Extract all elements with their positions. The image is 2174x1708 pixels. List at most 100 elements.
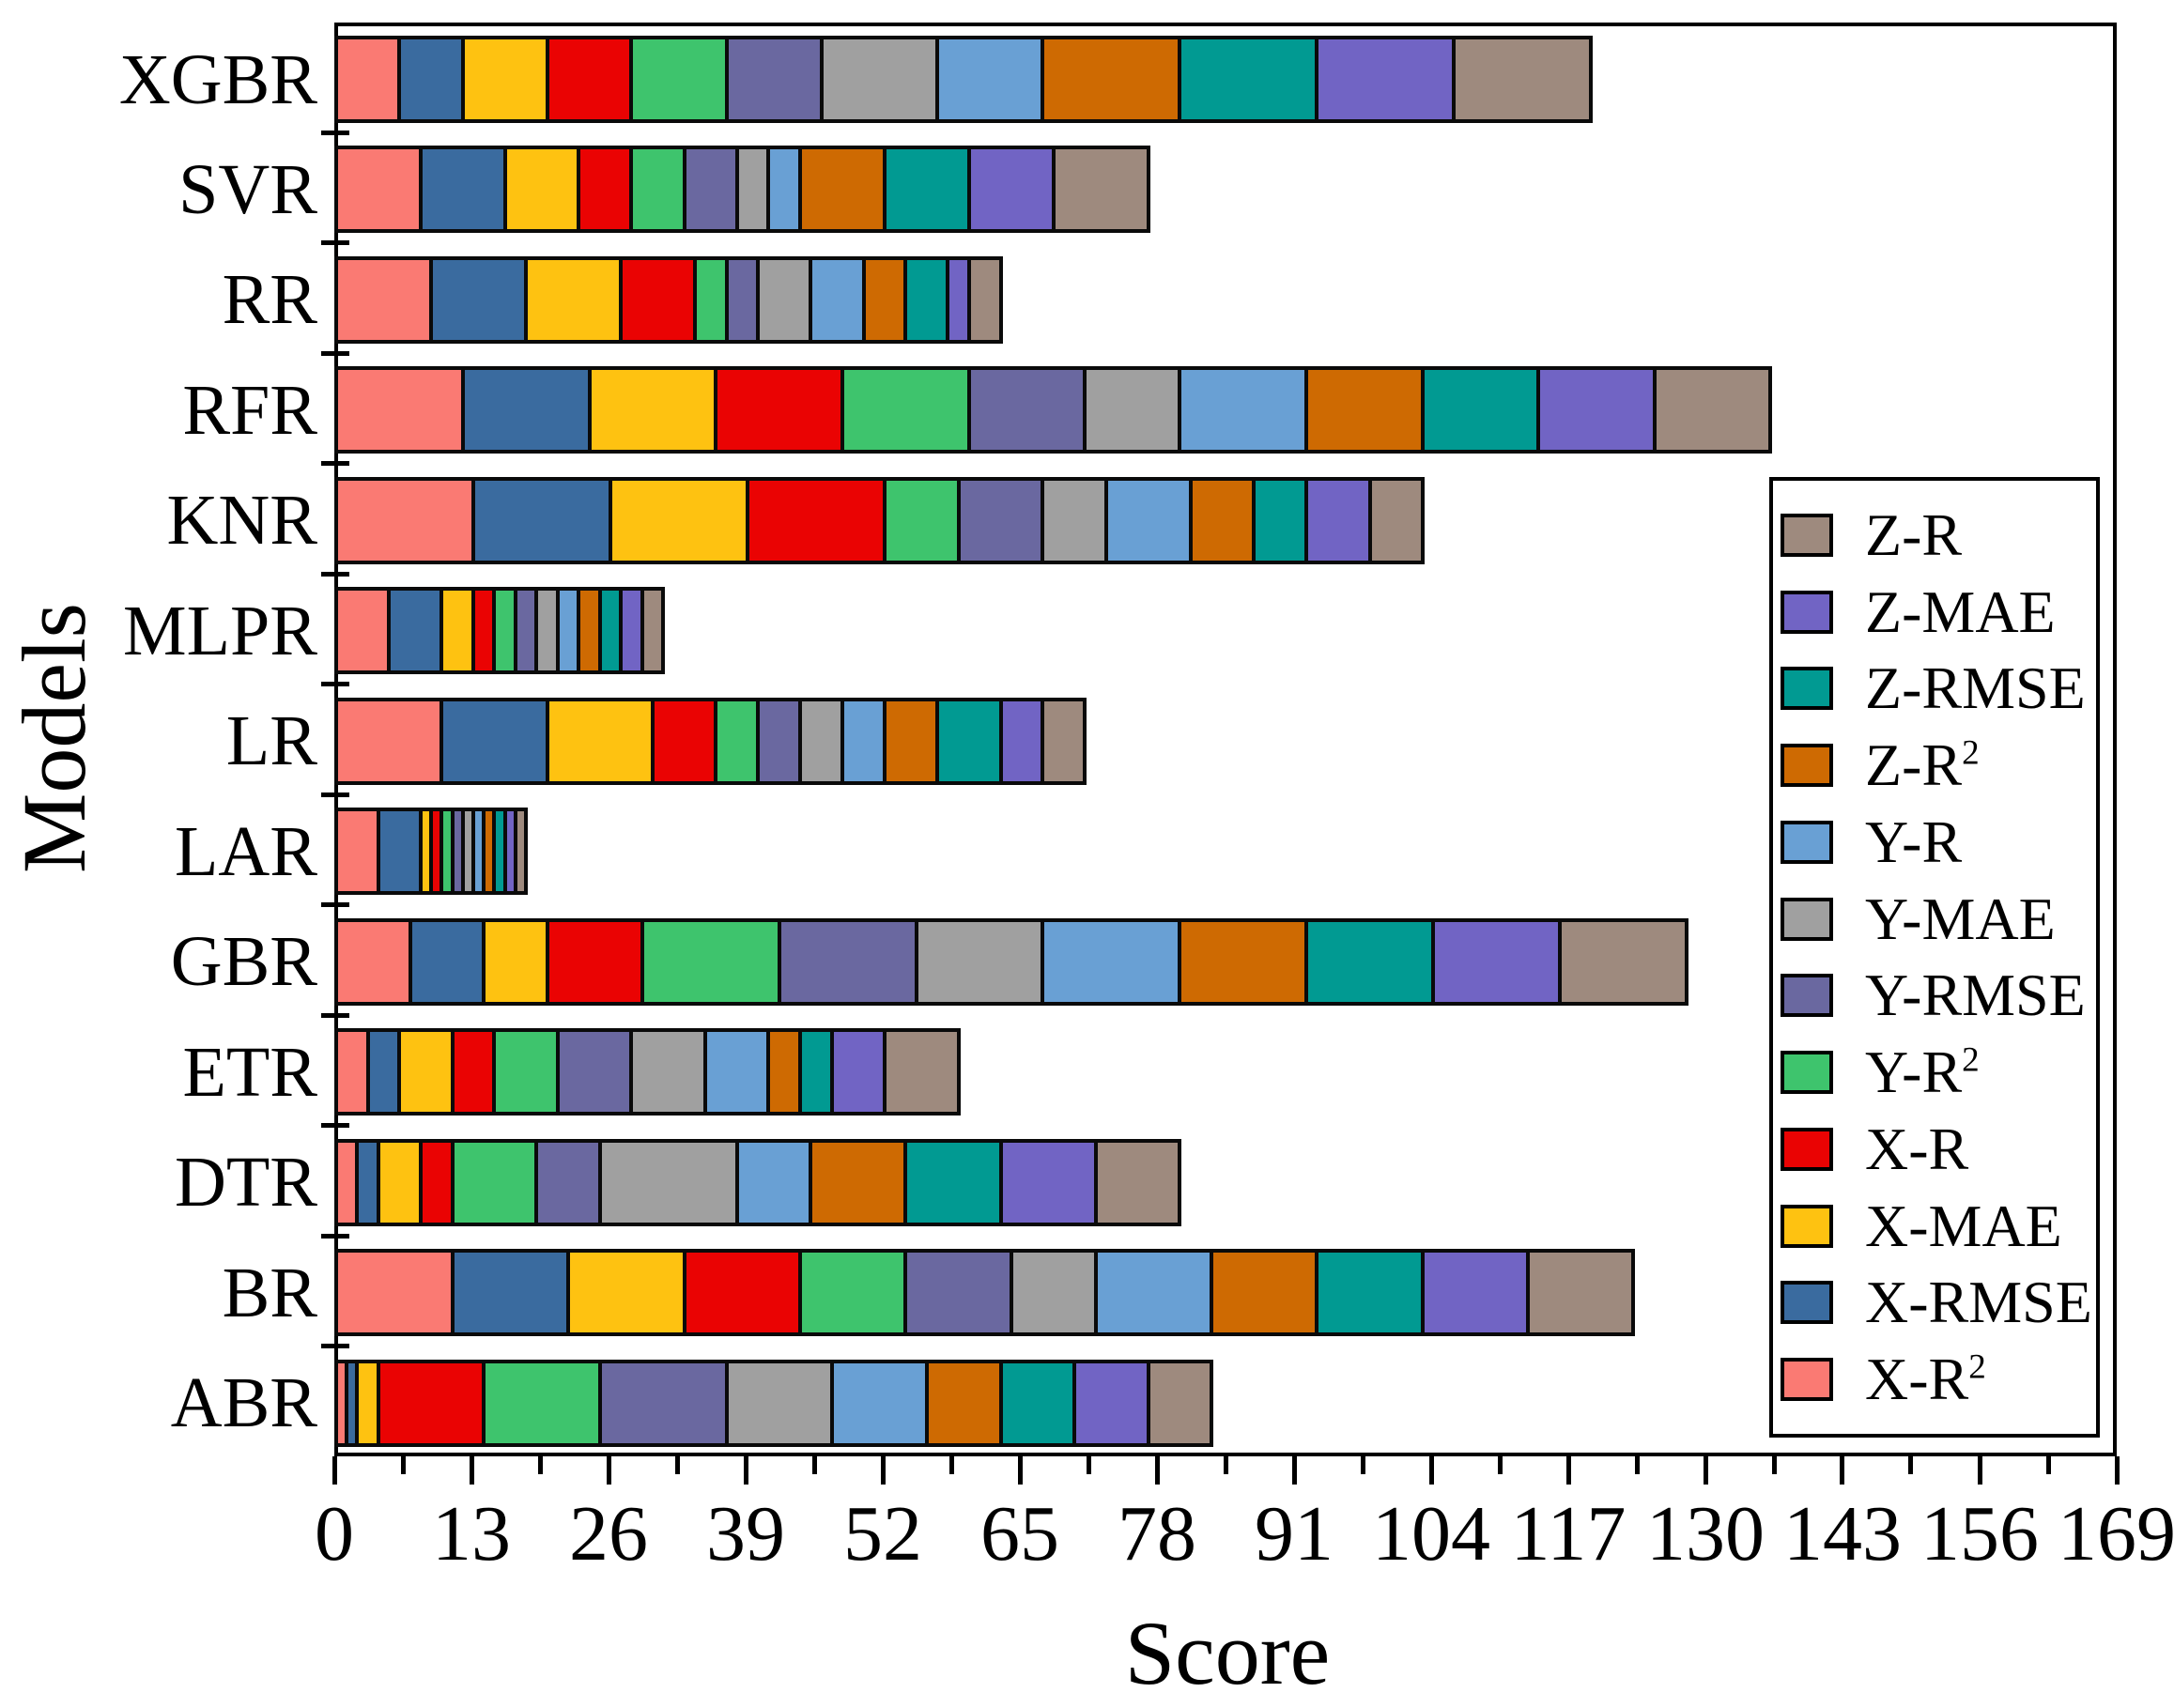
bar-segment-LR-Y-R² — [714, 697, 760, 785]
category-label-DTR: DTR — [175, 1143, 317, 1222]
x-axis-minor-tick — [2046, 1456, 2051, 1474]
bar-segment-SVR-Y-R² — [629, 146, 686, 234]
bar-segment-ABR-Y-R² — [482, 1359, 602, 1447]
bar-segment-SVR-Y-RMSE — [683, 146, 739, 234]
bar-segment-DTR-X-MAE — [377, 1138, 423, 1226]
legend-swatch-X-MAE — [1781, 1204, 1833, 1248]
bar-segment-BR-Y-MAE — [1010, 1249, 1098, 1337]
bar-segment-BR-Y-R² — [798, 1249, 907, 1337]
bar-segment-XGBR-Z-MAE — [1315, 36, 1456, 123]
legend-swatch-X-R² — [1781, 1358, 1833, 1402]
bar-segment-ETR-X-RMSE — [366, 1028, 401, 1116]
bar-segment-GBR-Z-RMSE — [1304, 917, 1435, 1006]
bar-segment-DTR-Y-MAE — [598, 1138, 739, 1226]
bar-segment-MLPR-Z-MAE — [619, 587, 644, 675]
x-axis-minor-tick — [1224, 1456, 1228, 1474]
bar-segment-RR-Z-MAE — [946, 255, 971, 344]
bar-segment-XGBR-Z-R² — [1041, 36, 1181, 123]
bar-segment-KNR-Z-RMSE — [1252, 476, 1308, 564]
legend-swatch-Y-RMSE — [1781, 974, 1833, 1018]
legend-swatch-Y-R — [1781, 820, 1833, 864]
x-axis-minor-tick — [1498, 1456, 1503, 1474]
x-axis-minor-tick — [1635, 1456, 1640, 1474]
y-axis-boundary-tick — [321, 351, 349, 356]
bar-segment-BR-Y-RMSE — [903, 1249, 1013, 1337]
legend-swatch-Z-R² — [1781, 744, 1833, 788]
bar-segment-ETR-Z-MAE — [830, 1028, 887, 1116]
category-label-MLPR: MLPR — [123, 592, 317, 670]
x-tick-label-91: 91 — [1255, 1490, 1334, 1577]
legend-label-Y-RMSE: Y-RMSE — [1865, 962, 2086, 1029]
legend-entry-Z-R²: Z-R2 — [1781, 735, 2092, 795]
y-axis-boundary-tick — [321, 131, 349, 135]
bar-segment-RFR-Y-RMSE — [967, 366, 1087, 454]
bar-segment-RFR-X-R — [714, 366, 844, 454]
bar-segment-XGBR-Y-R — [935, 36, 1044, 123]
legend-entry-X-RMSE: X-RMSE — [1781, 1272, 2092, 1332]
bar-segment-LR-Y-RMSE — [756, 697, 802, 785]
bar-segment-RFR-Y-R — [1178, 366, 1308, 454]
legend-entry-Z-R: Z-R — [1781, 504, 2092, 565]
y-axis-boundary-tick — [321, 1344, 349, 1348]
bar-segment-XGBR-X-R — [546, 36, 633, 123]
bar-segment-XGBR-X-RMSE — [397, 36, 465, 123]
bar-segment-SVR-X-R² — [334, 146, 423, 234]
x-axis-major-tick — [744, 1456, 748, 1485]
x-axis-minor-tick — [949, 1456, 954, 1474]
category-label-RFR: RFR — [182, 371, 317, 450]
bar-segment-GBR-Y-R² — [640, 917, 781, 1006]
bar-segment-RFR-Z-RMSE — [1421, 366, 1540, 454]
x-axis-title: Score — [1124, 1603, 1331, 1703]
bar-segment-LAR-X-RMSE — [377, 808, 423, 896]
bar-segment-DTR-Y-RMSE — [534, 1138, 602, 1226]
bar-segment-MLPR-X-R² — [334, 587, 391, 675]
legend-label-X-RMSE: X-RMSE — [1865, 1269, 2092, 1336]
bar-segment-LR-Z-MAE — [999, 697, 1044, 785]
bar-segment-LR-Z-R² — [883, 697, 939, 785]
x-axis-major-tick — [1429, 1456, 1434, 1485]
bar-segment-LR-X-RMSE — [439, 697, 549, 785]
x-tick-label-169: 169 — [2058, 1490, 2174, 1577]
bar-segment-KNR-Y-RMSE — [957, 476, 1044, 564]
bar-segment-MLPR-X-RMSE — [387, 587, 443, 675]
bar-segment-RR-Z-R² — [862, 255, 907, 344]
superscript-2: 2 — [1962, 1040, 1980, 1080]
legend-swatch-Y-MAE — [1781, 897, 1833, 941]
bar-segment-SVR-Z-R — [1052, 146, 1150, 234]
bar-segment-ABR-Y-RMSE — [598, 1359, 729, 1447]
bar-segment-BR-X-R — [683, 1249, 802, 1337]
bar-segment-GBR-X-RMSE — [409, 917, 486, 1006]
bar-segment-XGBR-Y-MAE — [820, 36, 939, 123]
bar-segment-RFR-Z-R² — [1304, 366, 1425, 454]
bar-segment-RR-X-R — [619, 255, 697, 344]
x-axis-major-tick — [1566, 1456, 1571, 1485]
bar-segment-RR-Z-RMSE — [903, 255, 949, 344]
legend-swatch-X-R — [1781, 1127, 1833, 1171]
legend-entry-X-R²: X-R2 — [1781, 1349, 2092, 1409]
legend-swatch-Y-R² — [1781, 1051, 1833, 1095]
category-label-ETR: ETR — [182, 1033, 317, 1112]
x-axis-major-tick — [1155, 1456, 1160, 1485]
category-label-RR: RR — [222, 260, 317, 339]
bar-segment-RFR-X-MAE — [588, 366, 717, 454]
bar-segment-GBR-X-R² — [334, 917, 412, 1006]
category-label-XGBR: XGBR — [118, 40, 317, 119]
bar-segment-ABR-Y-R — [830, 1359, 929, 1447]
x-axis-major-tick — [2115, 1456, 2120, 1485]
bar-segment-BR-Z-R² — [1210, 1249, 1318, 1337]
x-axis-minor-tick — [1908, 1456, 1913, 1474]
superscript-2: 2 — [1968, 1347, 1986, 1387]
bar-segment-GBR-Y-RMSE — [778, 917, 918, 1006]
x-axis-major-tick — [1978, 1456, 1982, 1485]
bar-segment-KNR-X-MAE — [609, 476, 749, 564]
bar-segment-DTR-Z-R — [1094, 1138, 1181, 1226]
bar-segment-KNR-Z-MAE — [1304, 476, 1372, 564]
x-axis-minor-tick — [538, 1456, 543, 1474]
x-axis-major-tick — [470, 1456, 474, 1485]
category-label-BR: BR — [222, 1254, 317, 1332]
y-axis-boundary-tick — [321, 461, 349, 466]
superscript-2: 2 — [1962, 733, 1980, 773]
bar-segment-GBR-Y-R — [1041, 917, 1181, 1006]
x-axis-minor-tick — [1772, 1456, 1777, 1474]
legend-label-Z-MAE: Z-MAE — [1865, 577, 2056, 645]
